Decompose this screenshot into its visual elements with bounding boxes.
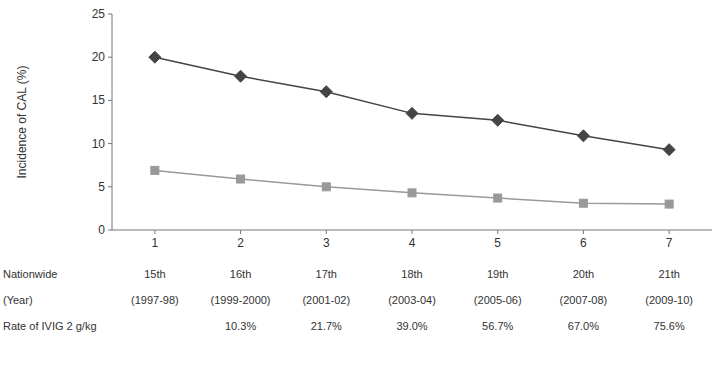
x-tick-label: 2 <box>237 236 244 250</box>
y-axis-label: Incidence of CAL (%) <box>15 66 29 179</box>
y-axis-line <box>112 14 113 230</box>
plot-area <box>149 51 675 208</box>
x-tick-label: 3 <box>323 236 330 250</box>
point-marker <box>237 175 245 183</box>
table-cell: 15th <box>144 268 165 280</box>
y-tick <box>108 100 112 101</box>
y-tick-label: 0 <box>98 223 105 237</box>
table-cell: (2003-04) <box>388 294 436 306</box>
x-tick-label: 6 <box>580 236 587 250</box>
x-tick-label: 1 <box>152 236 159 250</box>
y-tick-label: 15 <box>92 93 106 107</box>
x-tick <box>669 230 670 234</box>
table-cell: 67.0% <box>568 320 599 332</box>
table-cell: 21.7% <box>311 320 342 332</box>
point-marker <box>492 114 504 126</box>
point-marker <box>579 199 587 207</box>
table-cell: 56.7% <box>482 320 513 332</box>
table-cell: (2001-02) <box>302 294 350 306</box>
y-tick <box>108 57 112 58</box>
table-cell: 21th <box>658 268 679 280</box>
x-tick <box>583 230 584 234</box>
point-marker <box>665 200 673 208</box>
table-cell: 75.6% <box>654 320 685 332</box>
point-marker <box>406 107 418 119</box>
table-cell: (1997-98) <box>131 294 179 306</box>
point-marker <box>149 51 161 63</box>
point-marker <box>320 86 332 98</box>
x-tick-label: 4 <box>409 236 416 250</box>
series-line <box>155 170 669 204</box>
point-marker <box>235 70 247 82</box>
table-cell: (1999-2000) <box>211 294 271 306</box>
point-marker <box>151 166 159 174</box>
table-cell: 17th <box>316 268 337 280</box>
table-cell: 16th <box>230 268 251 280</box>
y-tick <box>108 14 112 15</box>
point-marker <box>408 189 416 197</box>
table-cell: (2007-08) <box>560 294 608 306</box>
y-tick-label: 10 <box>92 137 106 151</box>
background <box>0 0 726 374</box>
table-cell: 39.0% <box>396 320 427 332</box>
x-tick <box>412 230 413 234</box>
table-cell: (2005-06) <box>474 294 522 306</box>
row-label: Rate of IVIG 2 g/kg <box>3 320 97 332</box>
x-tick <box>240 230 241 234</box>
x-tick-label: 7 <box>666 236 673 250</box>
x-tick <box>497 230 498 234</box>
table-cell: 18th <box>401 268 422 280</box>
row-label: (Year) <box>3 294 33 306</box>
table-cell: 19th <box>487 268 508 280</box>
table-cell: 20th <box>573 268 594 280</box>
y-tick <box>108 230 112 231</box>
x-tick-label: 5 <box>494 236 501 250</box>
y-tick-label: 20 <box>92 50 106 64</box>
y-tick <box>108 143 112 144</box>
y-tick-label: 25 <box>92 7 106 21</box>
table-cell: 10.3% <box>225 320 256 332</box>
y-tick-label: 5 <box>98 180 105 194</box>
chart: 0 5 10 15 20 25 1 2 3 4 5 6 7 Incidence of CAL (%) Nat… <box>0 0 726 374</box>
point-marker <box>494 194 502 202</box>
table-cell: (2009-10) <box>645 294 693 306</box>
y-tick <box>108 186 112 187</box>
x-tick <box>326 230 327 234</box>
point-marker <box>663 144 675 156</box>
row-label: Nationwide <box>3 268 57 280</box>
x-tick <box>154 230 155 234</box>
point-marker <box>322 183 330 191</box>
series-line <box>155 57 669 149</box>
point-marker <box>577 130 589 142</box>
